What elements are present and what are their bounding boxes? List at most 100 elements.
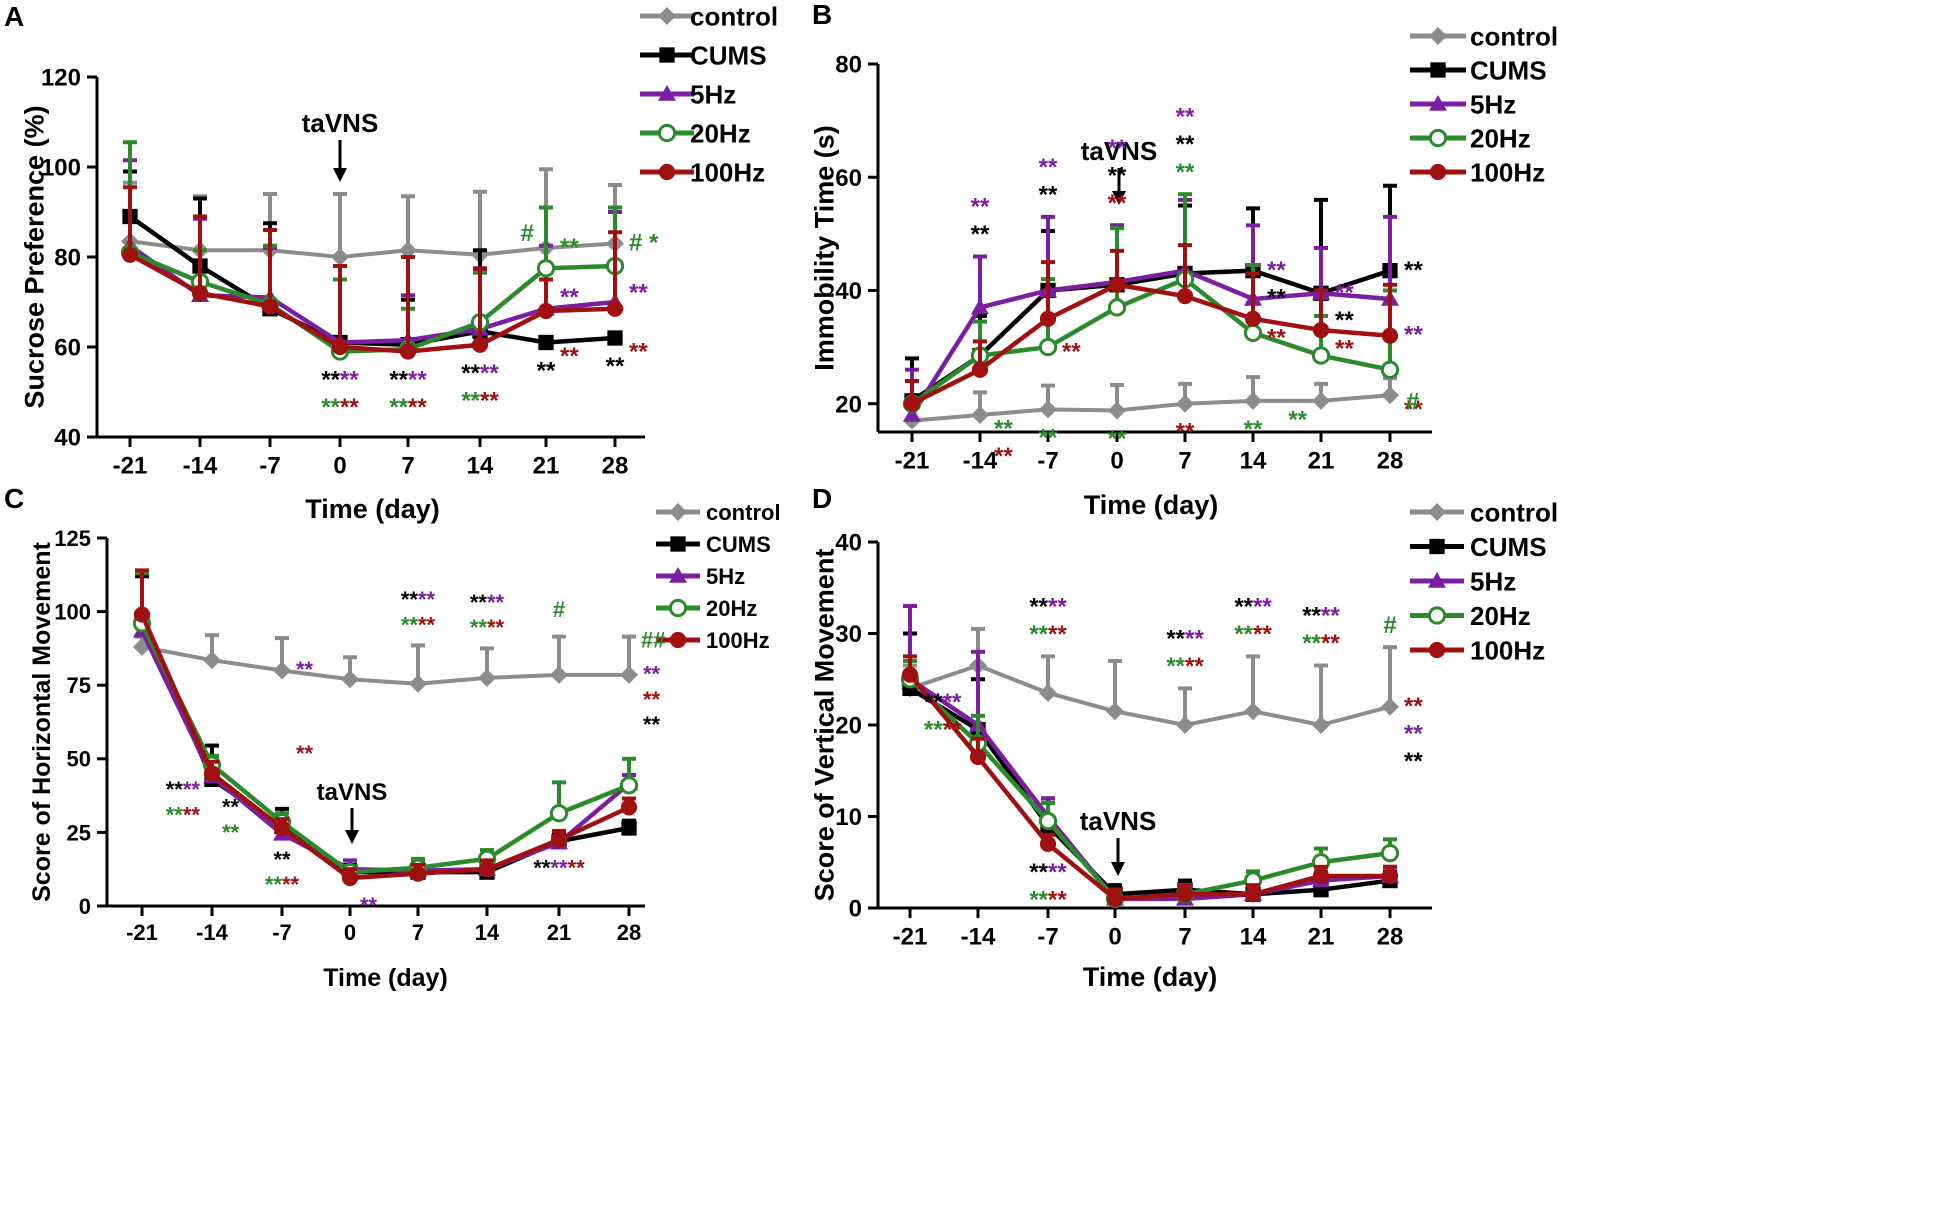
significance-label: **** <box>1029 859 1067 886</box>
legend-label-5hz: 5Hz <box>1470 566 1516 596</box>
20hz-marker <box>549 804 569 823</box>
significance-label: **** <box>166 777 201 802</box>
x-tick-label: -21 <box>893 923 928 950</box>
x-tick-label: 28 <box>602 452 629 479</box>
significance-mark-100hz: ** <box>1176 419 1195 446</box>
x-axis-title: Time (day) <box>323 964 448 992</box>
significance-mark-cums: ** <box>1039 181 1058 208</box>
significance-mark-cums: ** <box>1404 257 1423 284</box>
significance-mark-20hz: ** <box>401 612 419 637</box>
significance-mark-cums: ** <box>273 847 291 872</box>
100hz-marker <box>331 338 349 356</box>
significance-label: **** <box>470 615 505 640</box>
x-tick-label: -14 <box>183 452 218 479</box>
legend-label-20hz: 20Hz <box>1470 601 1531 631</box>
significance-marks: ************************** **#******# ***… <box>321 220 659 421</box>
significance-label: **** <box>461 360 499 387</box>
significance-mark-5hz: ** <box>1108 135 1127 162</box>
significance-mark-20hz: # <box>1406 389 1419 416</box>
tavns-annotation: taVNS <box>317 779 387 844</box>
significance-mark-5hz: ** <box>1267 257 1286 284</box>
legend: control CUMS 5Hz 20Hz 100Hz <box>640 1 778 187</box>
y-tick-label: 80 <box>54 245 81 272</box>
series-control <box>133 633 638 693</box>
significance-mark-100hz: ** <box>643 687 661 712</box>
significance-label: ** <box>1039 154 1058 181</box>
x-tick-label: 7 <box>412 920 424 945</box>
100hz-marker <box>1381 327 1399 344</box>
x-axis-title: Time (day) <box>1083 962 1218 992</box>
series-line <box>908 686 1391 897</box>
significance-label: **** <box>470 590 505 615</box>
significance-label: **** <box>1166 625 1204 652</box>
significance-label: ** <box>643 687 661 712</box>
100hz-marker <box>409 865 427 882</box>
significance-mark-5hz: ** <box>1404 721 1423 748</box>
significance-mark-20hz: ** <box>994 416 1013 443</box>
significance-mark-20hz: ** <box>1166 653 1185 680</box>
significance-label: **** <box>1302 630 1340 657</box>
control-marker <box>669 503 687 521</box>
100hz-marker <box>341 869 359 887</box>
significance-marks: ****************************************… <box>971 104 1424 471</box>
significance-label: ** <box>537 358 556 385</box>
control-marker <box>1108 401 1126 420</box>
significance-label: **** <box>924 689 962 716</box>
y-tick-label: 60 <box>835 165 862 192</box>
x-tick-label: -14 <box>961 923 996 950</box>
y-tick-label: 40 <box>54 425 81 452</box>
100hz-marker <box>1176 886 1194 903</box>
significance-label: ** <box>629 339 648 366</box>
significance-mark-20hz: ** <box>470 615 488 640</box>
significance-mark-20hz: ** <box>1029 887 1048 914</box>
5hz-marker <box>669 567 687 583</box>
y-axis-title: Immobility Time (s) <box>810 125 840 371</box>
significance-mark-100hz: ** <box>1321 630 1340 657</box>
significance-label: **** <box>321 394 359 421</box>
significance-label: **** <box>1029 887 1067 914</box>
control-marker <box>1039 683 1057 702</box>
100hz-marker <box>1244 886 1262 903</box>
arrow-head <box>1111 862 1125 876</box>
significance-label: **** <box>1029 621 1067 648</box>
100hz-marker <box>273 819 291 837</box>
20hz-marker <box>657 123 677 143</box>
significance-label: ** <box>994 416 1013 443</box>
legend-label-20hz: 20Hz <box>1470 123 1531 153</box>
legend-label-cums: CUMS <box>1470 55 1547 85</box>
significance-mark-20hz: ** <box>1244 416 1263 443</box>
significance-mark-20hz: ** <box>166 802 184 827</box>
20hz-marker <box>1380 360 1400 379</box>
100hz-marker <box>903 395 921 412</box>
significance-label: ** <box>606 353 625 380</box>
100hz-marker <box>133 606 151 623</box>
significance-label: ** <box>1108 135 1127 162</box>
significance-mark-20hz: ** <box>924 717 943 744</box>
significance-label: ** <box>971 221 990 248</box>
significance-label: ** <box>222 795 240 820</box>
100hz-marker <box>1429 163 1447 181</box>
100hz-marker <box>620 799 638 816</box>
significance-mark-5hz: ** <box>560 284 579 311</box>
100hz-marker <box>203 765 221 782</box>
significance-mark-100hz: ** <box>296 741 314 766</box>
significance-mark-100hz: ** <box>487 615 505 640</box>
significance-label: **** <box>321 367 359 394</box>
series-line <box>910 268 1391 403</box>
significance-mark-20hz: ** <box>321 394 340 421</box>
significance-label: ** <box>1039 181 1058 208</box>
significance-mark-5hz: ** <box>487 590 505 615</box>
series-line <box>910 282 1391 406</box>
tavns-annotation: taVNS <box>1081 136 1157 205</box>
significance-label: **** <box>401 587 436 612</box>
significance-label: ** <box>1288 406 1307 433</box>
y-tick-label: 20 <box>835 391 862 418</box>
significance-label: ** <box>1404 721 1423 748</box>
significance-mark-100hz: ** <box>340 394 359 421</box>
significance-mark-5hz: ** <box>480 360 499 387</box>
legend-label-control: control <box>1470 21 1558 51</box>
control-marker <box>1039 400 1057 419</box>
significance-mark-5hz: ** <box>643 661 661 686</box>
significance-mark-20hz: ** <box>1176 159 1195 186</box>
y-tick-label: 40 <box>835 278 862 305</box>
